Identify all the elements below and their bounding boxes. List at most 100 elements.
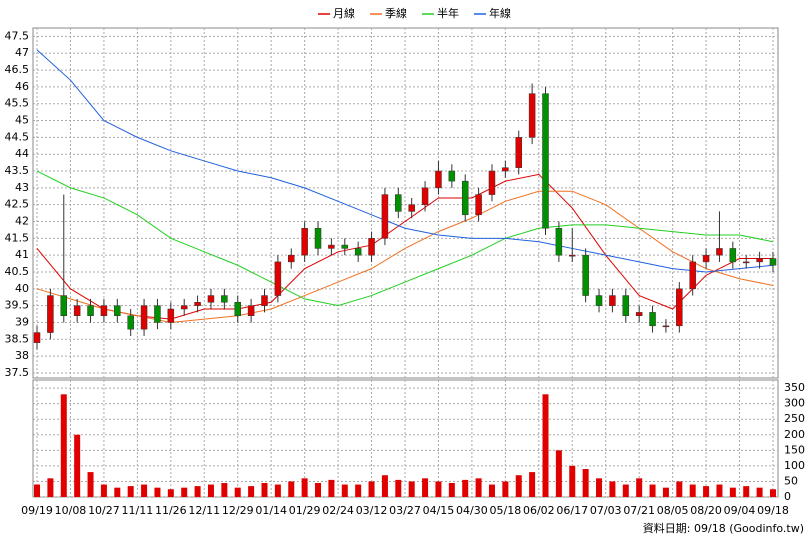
candle-body — [154, 305, 161, 323]
candle-body — [140, 305, 148, 330]
volume-bar — [141, 484, 148, 497]
volume-bar — [769, 489, 776, 497]
volume-bar — [636, 478, 643, 497]
x-tick-label: 03/12 — [356, 504, 388, 517]
volume-bar — [596, 478, 603, 497]
y-tick-label: 38 — [15, 349, 29, 362]
candle-body — [702, 254, 710, 263]
y2-tick-label: 350 — [784, 381, 805, 394]
volume-bar — [234, 487, 241, 497]
volume-bar — [207, 484, 214, 497]
candle-body — [662, 325, 670, 328]
volume-bar — [676, 481, 683, 497]
y-tick-label: 44.5 — [5, 130, 30, 143]
volume-bar — [127, 486, 134, 497]
volume-bar — [74, 434, 81, 497]
volume-bar — [368, 481, 375, 497]
volume-bar — [488, 484, 495, 497]
volume-bar — [502, 481, 509, 497]
ma-line — [36, 170, 774, 307]
y2-tick-label: 50 — [784, 474, 798, 487]
volume-bar — [47, 478, 54, 497]
y2-tick-label: 150 — [784, 443, 805, 456]
volume-bar — [154, 487, 161, 497]
candle-body — [635, 312, 643, 316]
x-tick-label: 08/05 — [657, 504, 689, 517]
candle-body — [555, 227, 563, 256]
x-tick-label: 12/29 — [222, 504, 254, 517]
volume-bar — [315, 482, 322, 497]
x-tick-label: 04/30 — [456, 504, 488, 517]
x-tick-label: 07/21 — [623, 504, 655, 517]
y-tick-label: 47 — [15, 46, 29, 59]
volume-bar — [341, 484, 348, 497]
volume-bar — [355, 484, 362, 497]
y-tick-label: 39.5 — [5, 299, 30, 312]
y2-tick-label: 100 — [784, 459, 805, 472]
y-tick-label: 42 — [15, 215, 29, 228]
x-tick-label: 12/11 — [188, 504, 220, 517]
x-tick-label: 06/17 — [556, 504, 588, 517]
candle-body — [354, 248, 362, 256]
candle-body — [649, 312, 656, 327]
candle-body — [221, 295, 228, 303]
candle-body — [368, 238, 375, 256]
y-tick-label: 39 — [15, 315, 29, 328]
volume-bar — [60, 394, 67, 497]
volume-bar — [114, 487, 121, 497]
volume-bar — [515, 475, 522, 497]
candle-body — [234, 302, 241, 316]
volume-bar — [703, 486, 710, 497]
legend-label: 年線 — [489, 6, 511, 20]
volume-bar — [408, 481, 415, 497]
y-tick-label: 45 — [15, 114, 29, 127]
candle-body — [542, 93, 549, 229]
candle-body — [528, 93, 536, 138]
y-tick-label: 37.5 — [5, 366, 30, 379]
volume-bar — [395, 479, 402, 497]
candle-body — [33, 332, 41, 343]
y2-tick-label: 250 — [784, 412, 805, 425]
candle-body — [314, 227, 322, 249]
candle-body — [515, 137, 522, 168]
candle-body — [689, 261, 696, 290]
volume-bar — [716, 484, 723, 497]
volume-bar — [34, 484, 41, 497]
candle-body — [676, 288, 683, 327]
volume-bar — [194, 486, 201, 497]
candle-body — [274, 261, 282, 296]
x-tick-label: 01/14 — [255, 504, 287, 517]
volume-bar — [274, 484, 281, 497]
candle-body — [60, 295, 68, 316]
x-tick-label: 04/15 — [423, 504, 455, 517]
y-tick-label: 40 — [15, 282, 29, 295]
y-tick-label: 43.5 — [5, 164, 30, 177]
legend-label: 季線 — [385, 6, 407, 20]
volume-bar — [87, 472, 94, 497]
x-tick-label: 09/19 — [21, 504, 53, 517]
volume-bar — [689, 484, 696, 497]
candle-body — [167, 308, 175, 323]
volume-bar — [662, 487, 669, 497]
volume-bar — [288, 481, 295, 497]
volume-bar — [448, 482, 455, 497]
legend-label: 月線 — [333, 6, 355, 20]
candle-body — [475, 194, 482, 216]
y-tick-label: 40.5 — [5, 265, 30, 278]
volume-bar — [729, 487, 736, 497]
x-tick-label: 11/11 — [122, 504, 154, 517]
candle-body — [461, 180, 469, 216]
candle-body — [341, 244, 349, 249]
volume-bar — [261, 482, 268, 497]
volume-bar — [582, 468, 589, 497]
volume-bar — [422, 478, 429, 497]
y2-tick-label: 200 — [784, 428, 805, 441]
candle-body — [180, 305, 188, 310]
y2-tick-label: 0 — [784, 490, 791, 503]
candle-body — [194, 302, 201, 306]
x-tick-label: 09/18 — [757, 504, 789, 517]
y2-tick-label: 300 — [784, 397, 805, 410]
y-tick-label: 46.5 — [5, 63, 30, 76]
volume-bar — [181, 487, 188, 497]
